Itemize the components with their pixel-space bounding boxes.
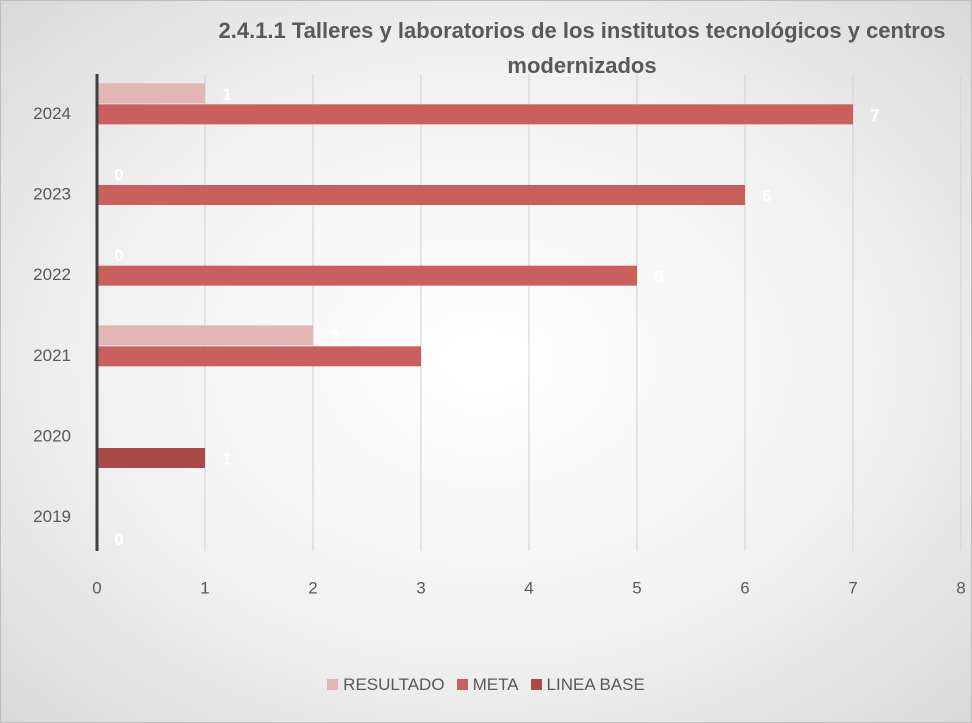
x-tick-label: 0 [92, 578, 101, 597]
legend-item: META [456, 675, 519, 695]
y-tick-label: 2022 [33, 265, 71, 284]
legend-label: META [472, 675, 519, 694]
bar [97, 83, 205, 104]
legend-item: RESULTADO [327, 675, 445, 695]
y-tick-label: 2020 [33, 426, 71, 445]
data-label: 6 [762, 186, 771, 205]
data-label: 5 [654, 267, 663, 286]
data-label: 1 [222, 85, 231, 104]
x-tick-label: 4 [524, 578, 533, 597]
bar [97, 265, 637, 286]
bar [97, 325, 313, 346]
x-tick-label: 2 [308, 578, 317, 597]
bar [97, 185, 745, 205]
legend-swatch [456, 679, 468, 690]
legend-label: LINEA BASE [546, 675, 645, 694]
legend-item: LINEA BASE [530, 675, 645, 695]
x-tick-label: 7 [848, 578, 857, 597]
y-tick-label: 2021 [33, 346, 71, 365]
y-tick-label: 2019 [33, 507, 71, 526]
bar [97, 104, 853, 125]
data-label: 3 [438, 348, 447, 367]
data-label: 2 [330, 327, 339, 346]
y-tick-label: 2024 [33, 104, 71, 123]
data-label: 0 [114, 165, 123, 184]
data-label: 1 [222, 449, 231, 468]
y-tick-label: 2023 [33, 184, 71, 203]
chart-title: 2.4.1.1 Talleres y laboratorios de los i… [218, 18, 946, 78]
data-label: 7 [870, 106, 879, 125]
legend-swatch [530, 679, 542, 690]
x-tick-label: 5 [632, 578, 641, 597]
bar [97, 346, 421, 367]
legend-label: RESULTADO [343, 675, 445, 694]
legend-swatch [327, 679, 339, 690]
x-tick-label: 6 [740, 578, 749, 597]
x-tick-label: 3 [416, 578, 425, 597]
legend: RESULTADO META LINEA BASE [1, 675, 971, 695]
x-tick-label: 8 [956, 578, 965, 597]
data-label: 0 [114, 246, 123, 265]
data-label: 0 [114, 530, 123, 549]
bar [97, 448, 205, 468]
x-tick-label: 1 [200, 578, 209, 597]
